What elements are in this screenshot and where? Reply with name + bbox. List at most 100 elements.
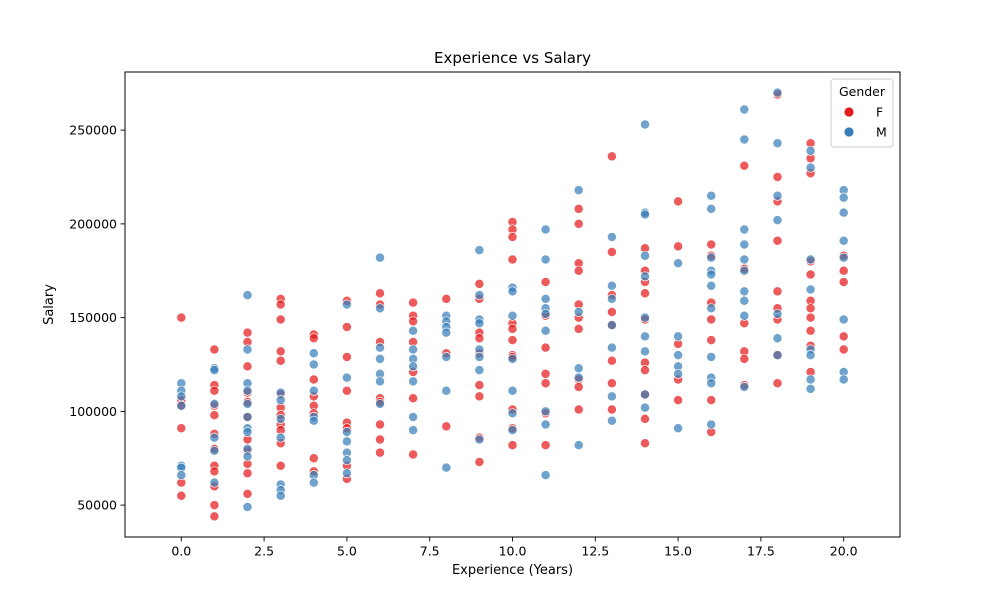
point-m-45 [375, 252, 385, 263]
point-m-100 [606, 391, 617, 402]
point-m-63 [441, 352, 452, 362]
point-f-140 [706, 335, 717, 346]
point-m-47 [375, 342, 385, 353]
point-m-119 [706, 203, 717, 214]
point-f-173 [838, 344, 849, 355]
point-m-131 [739, 224, 750, 235]
points-layer [176, 87, 849, 522]
point-f-86 [507, 232, 518, 242]
point-f-57 [375, 288, 385, 299]
point-m-87 [540, 406, 551, 417]
point-f-5 [176, 490, 187, 501]
point-f-171 [838, 277, 849, 287]
point-m-153 [805, 383, 816, 394]
point-m-108 [640, 331, 650, 342]
point-m-111 [640, 402, 650, 413]
point-m-20 [242, 427, 253, 437]
point-f-87 [507, 254, 518, 265]
point-m-129 [739, 104, 750, 115]
point-m-79 [507, 408, 518, 419]
point-m-130 [739, 134, 750, 145]
x-tick-label: 0.0 [171, 544, 191, 559]
point-m-136 [739, 295, 750, 306]
point-m-50 [375, 376, 385, 387]
x-tick-label: 12.5 [581, 544, 609, 559]
point-m-113 [673, 331, 684, 342]
point-m-71 [474, 352, 485, 362]
point-m-69 [474, 318, 485, 329]
point-f-83 [474, 457, 485, 467]
point-f-132 [673, 241, 684, 252]
point-f-143 [739, 160, 750, 171]
point-m-40 [341, 427, 352, 437]
point-f-62 [375, 419, 385, 430]
point-f-129 [640, 413, 650, 424]
point-f-52 [341, 385, 352, 396]
point-m-64 [441, 385, 452, 396]
point-m-14 [242, 344, 253, 355]
point-m-125 [706, 352, 717, 362]
point-m-139 [772, 87, 783, 98]
point-m-25 [275, 395, 286, 406]
legend-label-f: F [876, 105, 883, 120]
point-f-20 [242, 361, 253, 372]
point-m-91 [573, 307, 584, 317]
point-m-93 [573, 372, 584, 383]
point-m-32 [308, 359, 319, 370]
point-f-102 [540, 440, 551, 451]
point-m-88 [540, 419, 551, 430]
x-tick-label: 15.0 [664, 544, 692, 559]
point-m-161 [838, 374, 849, 385]
point-m-16 [242, 385, 253, 396]
point-m-31 [308, 348, 319, 359]
point-m-18 [242, 412, 253, 422]
point-m-9 [209, 398, 220, 409]
point-f-14 [209, 466, 220, 477]
point-m-41 [341, 436, 352, 447]
point-f-70 [408, 393, 419, 404]
legend-marker-m [843, 126, 855, 138]
point-m-81 [540, 224, 551, 235]
point-m-120 [706, 252, 717, 263]
point-m-86 [540, 325, 551, 336]
point-f-63 [375, 434, 385, 445]
point-m-44 [341, 468, 352, 479]
point-m-137 [739, 310, 750, 321]
point-m-57 [408, 412, 419, 422]
point-f-124 [640, 288, 650, 299]
y-axis: 50000 100000 150000 200000 250000 [69, 123, 125, 513]
point-m-33 [308, 385, 319, 396]
point-m-77 [507, 353, 518, 364]
point-f-130 [640, 438, 650, 449]
point-f-98 [540, 342, 551, 353]
point-f-106 [573, 265, 584, 276]
point-f-164 [805, 303, 816, 314]
point-f-65 [408, 297, 419, 308]
y-axis-label: Salary [42, 284, 57, 325]
point-f-90 [507, 335, 518, 346]
point-m-65 [441, 462, 452, 473]
point-m-142 [772, 215, 783, 226]
point-f-103 [573, 203, 584, 214]
point-m-58 [408, 425, 419, 436]
point-f-28 [242, 488, 253, 499]
point-m-147 [805, 162, 816, 173]
point-m-55 [408, 361, 419, 372]
y-tick-label: 100000 [69, 404, 117, 419]
point-m-105 [640, 250, 650, 261]
point-m-144 [772, 333, 783, 344]
point-f-152 [772, 235, 783, 246]
point-m-39 [341, 372, 352, 383]
point-f-75 [474, 278, 485, 289]
point-m-51 [375, 398, 385, 409]
point-m-123 [706, 280, 717, 291]
point-f-112 [573, 404, 584, 415]
point-f-113 [606, 151, 617, 162]
point-m-158 [838, 252, 849, 263]
point-m-114 [673, 350, 684, 361]
point-m-155 [838, 192, 849, 203]
point-m-66 [474, 245, 485, 256]
point-m-117 [673, 423, 684, 434]
point-m-67 [474, 290, 485, 301]
point-m-8 [209, 365, 220, 376]
